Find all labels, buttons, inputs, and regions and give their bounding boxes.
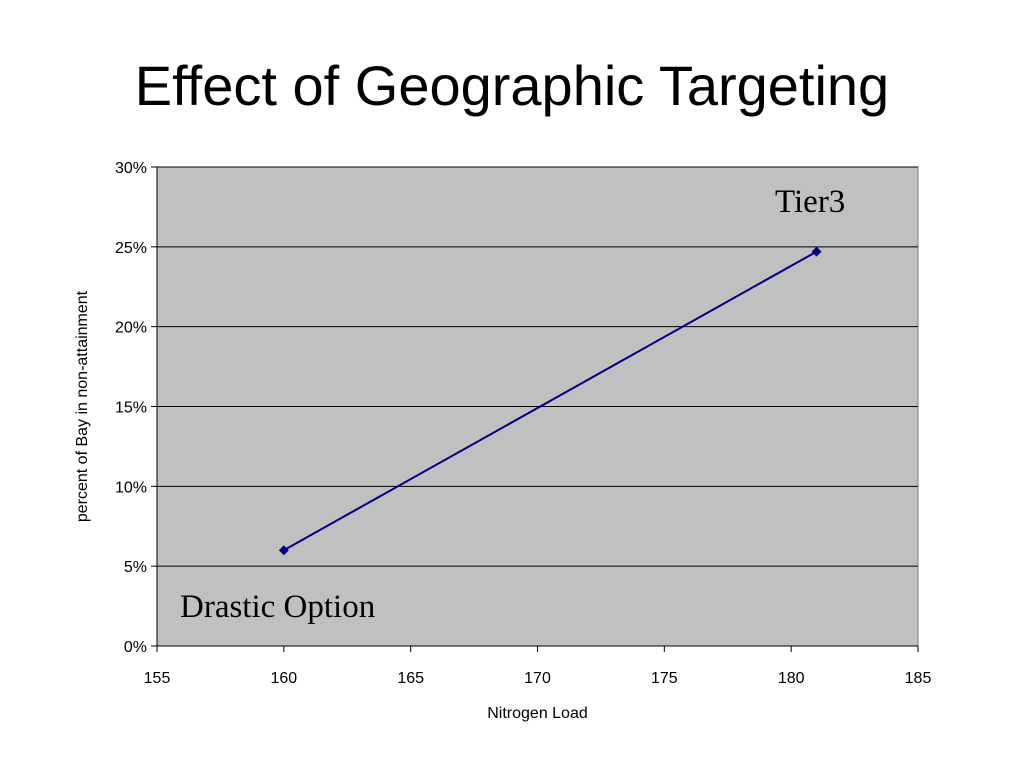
x-tick-label: 165 [397, 670, 424, 687]
y-tick-label: 5% [124, 559, 147, 576]
series-line [283, 250, 818, 552]
annotation-drastic-option: Drastic Option [180, 589, 375, 625]
x-tick-label: 180 [778, 670, 805, 687]
y-axis-title: percent of Bay in non-attainment [74, 290, 91, 522]
x-tick-label: 155 [144, 670, 171, 687]
data-point-marker [811, 246, 822, 257]
series-layer [278, 246, 822, 556]
x-axis-title: Nitrogen Load [487, 705, 588, 722]
slide-title: Effect of Geographic Targeting [134, 54, 890, 117]
x-tick-label: 160 [270, 670, 297, 687]
annotation-tier3: Tier3 [775, 184, 845, 220]
x-axis-ticks: 155 160 165 170 175 180 185 [144, 645, 932, 687]
y-tick-label: 0% [124, 639, 147, 656]
y-axis-ticks: 0% 5% 10% 15% 20% 25% 30% [115, 160, 158, 656]
grid-lines [157, 166, 918, 647]
y-tick-label: 10% [115, 479, 147, 496]
x-tick-label: 170 [524, 670, 551, 687]
y-tick-label: 15% [115, 400, 147, 417]
data-point-marker [278, 545, 289, 556]
y-tick-label: 30% [115, 160, 147, 177]
x-tick-label: 175 [651, 670, 678, 687]
y-tick-label: 20% [115, 320, 147, 337]
x-tick-label: 185 [905, 670, 932, 687]
y-tick-label: 25% [115, 240, 147, 257]
